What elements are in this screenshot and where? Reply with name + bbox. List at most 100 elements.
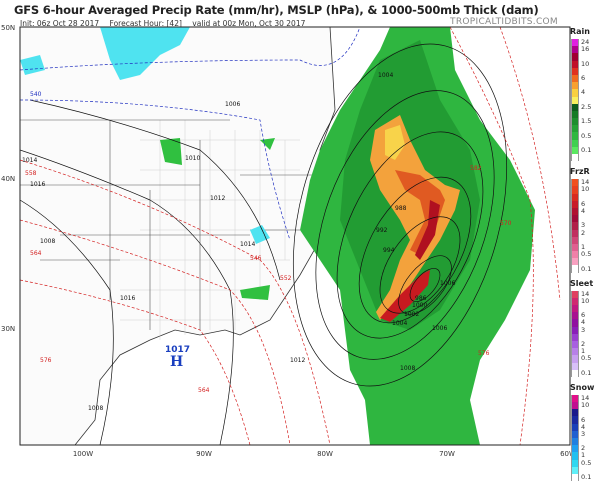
legend-frzr: FrzR 14 10 6 4 3 2 1 0.5 0.1 [570, 167, 600, 273]
lat-label: 40N [1, 175, 15, 183]
legend-swatch [571, 409, 579, 417]
cold-thickness-lines [20, 27, 361, 241]
legend-swatch [571, 207, 579, 216]
legend-swatch [571, 319, 579, 327]
legend-swatch [571, 290, 579, 298]
legend-row: 0.1 [571, 264, 600, 273]
legend-value: 4 [581, 207, 586, 216]
legend-row: 14 [571, 178, 600, 187]
legend-swatch [571, 305, 579, 313]
legend-row: 6 [571, 312, 600, 320]
legend-swatch [571, 132, 579, 140]
legend-swatch [571, 445, 579, 453]
legend-swatch [571, 60, 579, 68]
legend-swatch [571, 146, 579, 154]
legend-row [571, 53, 600, 61]
legend-swatch [571, 222, 579, 230]
isobar-label: 1008 [40, 238, 55, 245]
legend-row: 2.5 [571, 103, 600, 111]
legend-row: 3 [571, 222, 600, 230]
legend-row [571, 193, 600, 201]
legend-swatch [571, 67, 579, 75]
legend-value: 0.5 [581, 250, 592, 259]
legend-row: 4 [571, 318, 600, 327]
snow-area [100, 27, 190, 80]
legend-row: 2 [571, 228, 600, 237]
legend-value: 3 [581, 429, 586, 438]
legend-swatch [571, 333, 579, 341]
legend-swatch [571, 103, 579, 111]
legend-swatch [571, 402, 579, 410]
legend-rain: Rain 24 16 10 6 4 2.5 1.5 0.5 0.1 [570, 27, 600, 162]
legend-row [571, 362, 600, 370]
isobar-label: 1012 [290, 357, 305, 364]
legend-swatch [571, 369, 579, 377]
legend-value: 1 [581, 347, 586, 356]
legend-swatch [571, 89, 579, 97]
legend-swatch [571, 154, 579, 162]
isobar-label: 994 [383, 247, 395, 254]
legend-value: 2 [581, 444, 586, 453]
site-watermark: TROPICALTIDBITS.COM [450, 17, 558, 27]
lat-label: 30N [1, 325, 15, 333]
legend-swatch [571, 265, 579, 273]
legend-value: 3 [581, 325, 586, 334]
legend-swatch [571, 139, 579, 147]
legend-value: 6 [581, 199, 586, 208]
legend-swatch [571, 110, 579, 119]
legend-sleet: Sleet 14 10 6 4 3 2 1 0.5 0.1 [570, 279, 600, 377]
weather-map: 1014 1016 1010 1008 1012 1016 1014 1012 … [1, 24, 576, 458]
thickness-label: 576 [478, 350, 490, 357]
legend-value: 4 [581, 318, 586, 327]
legend-swatch [571, 258, 579, 266]
lon-label: 80W [317, 450, 333, 458]
thickness-label: 552 [280, 275, 292, 282]
isobar-label: 986 [415, 295, 427, 302]
thickness-label: 564 [30, 250, 42, 257]
isobar-label: 1008 [88, 405, 103, 412]
legend-row: 6 [571, 75, 600, 83]
legend-value: 0.1 [581, 264, 592, 273]
thickness-labels: 540 546 552 558 564 570 576 564 576 582 [25, 91, 512, 394]
legend-value: 2 [581, 340, 586, 349]
legend-row [571, 236, 600, 244]
forecast-hour: Forecast Hour: [42] [109, 19, 182, 28]
legend-row: 0.1 [571, 473, 600, 482]
thickness-label: 576 [40, 357, 52, 364]
legend-swatch [571, 416, 579, 424]
lon-label: 60W [560, 450, 576, 458]
legend-row: 0.5 [571, 250, 600, 259]
thickness-label: 546 [250, 255, 262, 262]
legend-swatch [571, 394, 579, 403]
legend-row: 2 [571, 340, 600, 349]
legend-row [571, 110, 600, 119]
legend-row [571, 139, 600, 147]
map-subtitle: Init: 06z Oct 28 2017 Forecast Hour: [42… [20, 19, 313, 28]
lon-label: 90W [196, 450, 212, 458]
legend-swatch [571, 251, 579, 259]
legend-value: 14 [581, 178, 590, 187]
legend-swatch [571, 193, 579, 201]
isobar-labels: 1014 1016 1010 1008 1012 1016 1014 1012 … [22, 72, 455, 412]
legend-value: 14 [581, 289, 590, 298]
legend-value: 0.1 [581, 473, 592, 482]
legend-value: 6 [581, 415, 586, 424]
legend-value: 10 [581, 59, 590, 68]
legend-row [571, 154, 600, 162]
thickness-lines [20, 27, 561, 445]
legend-row: 10 [571, 186, 600, 194]
legend-swatch [571, 312, 579, 320]
isobar-label: 988 [395, 205, 407, 212]
legend-swatch [571, 438, 579, 446]
legend-row: 16 [571, 46, 600, 54]
legend-value: 0.5 [581, 354, 592, 363]
map-title: GFS 6-hour Averaged Precip Rate (mm/hr),… [14, 3, 539, 17]
legend-swatch [571, 243, 579, 252]
legend-value: 2 [581, 228, 586, 237]
isobar-label: 1010 [185, 155, 200, 162]
legend-swatch [571, 236, 579, 244]
isobar-label: 1016 [120, 295, 135, 302]
legend-row [571, 409, 600, 417]
thickness-label: 564 [198, 387, 210, 394]
legend-row: 1 [571, 243, 600, 252]
